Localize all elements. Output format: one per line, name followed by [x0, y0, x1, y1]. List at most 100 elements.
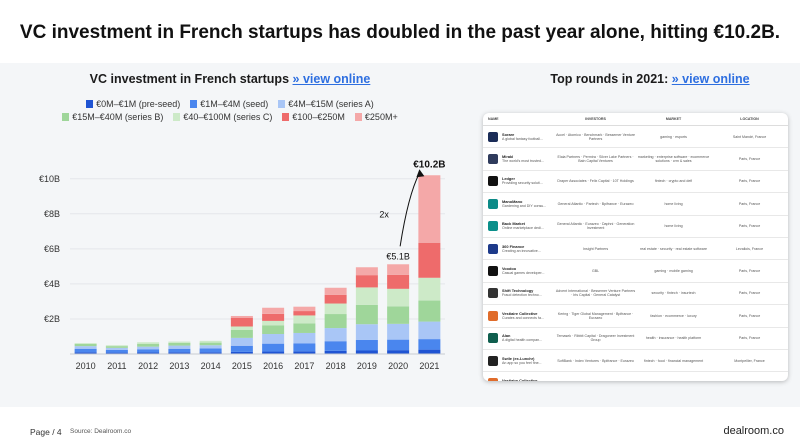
company-desc: Fraud detection techno... [502, 293, 542, 298]
table-row[interactable]: Alan A digital health compan... Temasek · … [483, 328, 788, 350]
bar-segment [230, 315, 253, 318]
bar-segment [137, 346, 160, 350]
table-row[interactable]: Voodoo Casual games developer... GBL gaming… [483, 260, 788, 283]
bar-segment [262, 334, 285, 344]
cell-location: Montpellier, France [734, 358, 765, 363]
company-logo [488, 355, 498, 366]
cell-market: home living [664, 224, 683, 229]
cell-investors: General Atlantic · Partech · Bpifrance ·… [557, 201, 634, 206]
cell-market: gaming · mobile gaming [654, 269, 693, 274]
company-name[interactable]: ManoMano [502, 198, 523, 204]
top-rounds-view-online-link[interactable]: » view online [671, 72, 750, 86]
company-desc: Casual games developer... [502, 271, 545, 276]
y-tick-label: €4B [44, 279, 60, 289]
page-number: Page / 4 [30, 427, 62, 437]
company-logo [488, 377, 498, 381]
company-name[interactable]: Sorare [502, 131, 515, 137]
company-desc: Creating an innovative... [502, 248, 541, 253]
company-logo [488, 266, 498, 277]
stacked-bar-chart: €2B €4B €6B €8B €10B 2010 2011 2012 2013 2014 2015… [39, 159, 446, 371]
bar-segment [105, 345, 128, 347]
bar-segment [355, 339, 378, 351]
cell-location: Paris, France [738, 269, 761, 274]
legend-swatch [278, 100, 286, 108]
chart-view-online-link[interactable]: » view online [292, 72, 371, 86]
growth-arrow [399, 173, 420, 247]
bar-segment [199, 345, 222, 349]
legend-item: €250M+ [354, 112, 398, 122]
legend-label: €250M+ [364, 112, 398, 122]
bar-segment [324, 303, 347, 315]
bar-segment [262, 320, 285, 326]
bar-segment [74, 343, 97, 345]
company-text: Sorare A global fantasy football... [502, 132, 543, 141]
cell-investors: GBL [591, 269, 600, 274]
company-desc: A global fantasy football... [502, 136, 543, 141]
company-name[interactable]: Back Market [502, 221, 525, 227]
company-name[interactable]: Mirakl [502, 154, 514, 160]
cell-name: Sorare A global fantasy football... [483, 131, 555, 142]
table-row[interactable]: Swile (ex-Lunchr) An app so you feel fine… [483, 350, 788, 373]
legend-item: €100–€250M [282, 112, 345, 122]
bar-segment [199, 348, 222, 353]
y-tick-label: €2B [44, 314, 60, 324]
bar-segment [230, 345, 253, 352]
company-text: Mirakl The world's most trusted... [502, 154, 544, 163]
company-name[interactable]: Vestiaire Collective [502, 377, 538, 381]
company-name[interactable]: Shift Technology [502, 288, 534, 294]
legend-item: €4M–€15M (series A) [278, 99, 374, 109]
bar-segment [355, 267, 378, 276]
table-row[interactable]: 360 Finance Creating an innovative... Insi… [483, 238, 788, 261]
cell-location: Saint Mandé, France [732, 134, 767, 139]
legend-item: €15M–€40M (series B) [62, 112, 163, 122]
table-row[interactable]: Sorare A global fantasy football... Accel … [483, 126, 788, 149]
company-logo [488, 131, 498, 142]
bar-segment [387, 323, 410, 340]
company-desc: Providing security soluti... [502, 181, 543, 186]
bar-segment [355, 287, 378, 305]
table-body: Sorare A global fantasy football... Accel … [483, 126, 788, 381]
legend-swatch [354, 113, 362, 121]
company-name[interactable]: Ledger [502, 176, 515, 182]
cell-location: Paris, France [738, 157, 761, 162]
bar-segment [230, 317, 253, 327]
cell-location: Paris, France [738, 313, 761, 318]
bar-segment [324, 341, 347, 351]
bar-segment [230, 337, 253, 346]
bar-segment [168, 342, 191, 346]
company-text: Ledger Providing security soluti... [502, 176, 543, 185]
cell-name: Swile (ex-Lunchr) An app so you feel fine… [483, 355, 555, 366]
cell-investors: Insight Partners [582, 246, 609, 251]
company-name[interactable]: Swile (ex-Lunchr) [502, 355, 535, 361]
table-row[interactable]: Back Market Online marketplace dedi... Gen… [483, 216, 788, 238]
y-tick-label: €6B [44, 244, 60, 254]
bar-segment [418, 339, 441, 350]
chart-legend: €0M–€1M (pre-seed) €1M–€4M (seed) €4M–€15M… [40, 99, 420, 122]
company-name[interactable]: Voodoo [502, 266, 517, 272]
legend-item: €1M–€4M (seed) [190, 99, 268, 109]
growth-arrow-head [416, 169, 425, 178]
bar-segment [137, 342, 160, 345]
company-name[interactable]: 360 Finance [502, 243, 525, 249]
bar-segment [230, 326, 253, 330]
company-name[interactable]: Alan [502, 333, 511, 339]
bar-segment [137, 349, 160, 353]
cell-investors: Advent International · Bessemer Venture … [555, 289, 636, 298]
table-row[interactable]: Ledger Providing security soluti... Draper… [483, 171, 788, 194]
legend-swatch [190, 100, 198, 108]
legend-swatch [62, 113, 70, 121]
bar-segment [387, 264, 410, 275]
bar-segment [293, 343, 316, 352]
table-row[interactable]: Shift Technology Fraud detection techno..… [483, 283, 788, 306]
legend-swatch [282, 113, 290, 121]
legend-label: €100–€250M [292, 112, 345, 122]
company-name[interactable]: Vestiaire Collective [502, 310, 538, 316]
table-row[interactable]: ManoMano Gardening and DIY consu... Genera… [483, 193, 788, 216]
bar-segment [262, 313, 285, 321]
table-row[interactable]: Mirakl The world's most trusted... Elaia P… [483, 148, 788, 171]
